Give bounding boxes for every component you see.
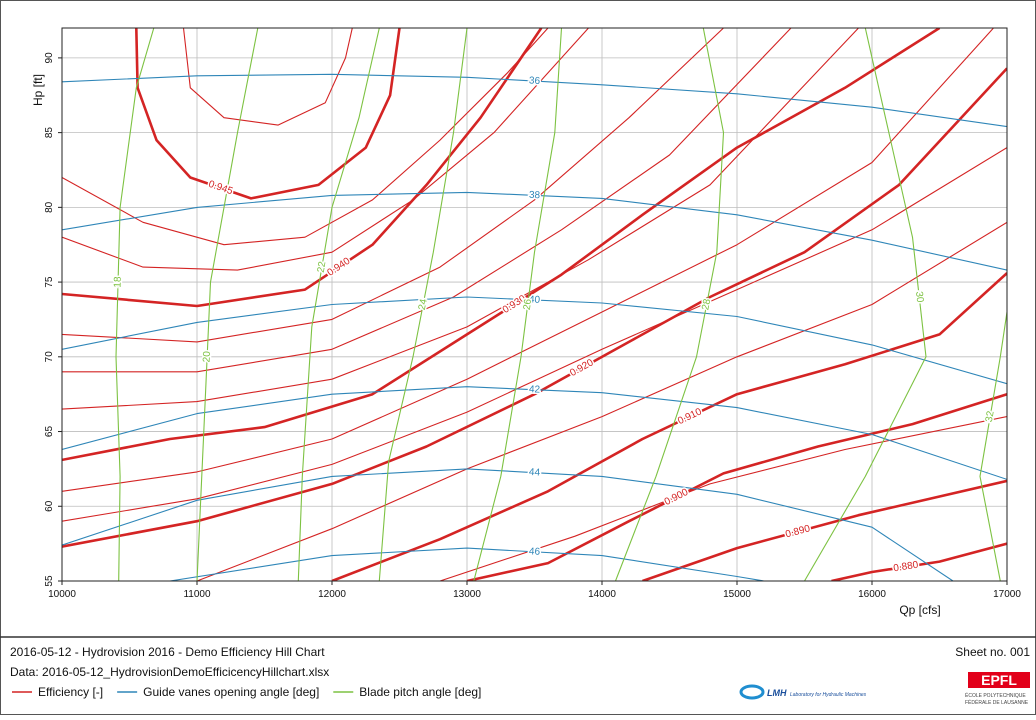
contour-label: 26 <box>522 298 534 311</box>
school-name-1: ÉCOLE POLYTECHNIQUE <box>965 692 1026 699</box>
x-axis-label: Qp [cfs] <box>899 603 940 617</box>
contour-line <box>378 28 468 581</box>
legend-label: Efficiency [-] <box>38 685 103 699</box>
contour-line <box>979 311 1007 581</box>
contour-label: 22 <box>316 260 329 273</box>
sheet-number: Sheet no. 001 <box>955 645 1030 659</box>
y-tick-label: 65 <box>44 426 55 438</box>
school-logo: EPFL ÉCOLE POLYTECHNIQUE FÉDÉRALE DE LAU… <box>965 672 1030 706</box>
y-tick-label: 70 <box>44 351 55 363</box>
footer-title: 2016-05-12 - Hydrovision 2016 - Demo Eff… <box>10 645 325 659</box>
plot-frame <box>61 27 1008 582</box>
y-tick-label: 85 <box>44 127 55 139</box>
contour-line <box>804 28 927 581</box>
legend-label: Blade pitch angle [deg] <box>359 685 481 699</box>
contour-line <box>62 28 941 462</box>
contour-line <box>62 28 994 492</box>
school-logo-text: EPFL <box>981 672 1017 688</box>
contour-line <box>62 28 549 246</box>
contour-line <box>182 28 353 126</box>
contour-line <box>62 28 589 271</box>
lab-logo-text: LMH <box>767 688 787 698</box>
contour-line <box>62 386 1007 480</box>
contour-label: 44 <box>529 467 541 479</box>
contour-label: 42 <box>529 384 541 395</box>
contour-line <box>62 28 724 343</box>
contour-line <box>62 296 1007 385</box>
legend: Efficiency [-] Guide vanes opening angle … <box>12 685 481 699</box>
contour-label: 38 <box>529 190 541 201</box>
footer-data-file: Data: 2016-05-12_HydrovisionDemoEfficice… <box>10 665 329 679</box>
lab-logo: LMH Laboratory for Hydraulic Machines <box>739 684 867 700</box>
contour-label: 24 <box>417 298 430 311</box>
y-tick-label: 60 <box>44 500 55 512</box>
contours <box>62 28 1007 581</box>
x-tick-label: 12000 <box>318 589 346 600</box>
contour-line <box>473 28 563 581</box>
contour-label: 32 <box>984 410 997 423</box>
contour-line <box>135 28 401 200</box>
contour-line <box>62 191 1007 271</box>
contour-label: 46 <box>529 546 541 558</box>
x-tick-label: 11000 <box>183 589 211 600</box>
contour-label: 28 <box>700 298 713 311</box>
legend-label: Guide vanes opening angle [deg] <box>143 685 319 699</box>
y-tick-label: 80 <box>44 201 55 213</box>
school-name-2: FÉDÉRALE DE LAUSANNE <box>965 699 1029 706</box>
contour-line <box>62 147 1007 522</box>
school-logo-box <box>968 672 1030 688</box>
contour-line <box>62 28 792 373</box>
contour-line <box>62 28 543 308</box>
x-tick-label: 17000 <box>993 589 1021 600</box>
contour-line <box>169 547 765 581</box>
y-axis-label: Hp [ft] <box>31 74 45 106</box>
contour-line <box>614 28 725 581</box>
contour-line <box>62 67 1007 548</box>
contour-line <box>466 392 1007 581</box>
contour-line <box>62 73 1007 128</box>
contour-line <box>642 479 1007 581</box>
contour-line <box>831 542 1007 581</box>
y-tick-label: 55 <box>44 575 55 587</box>
contour-line <box>196 221 1007 581</box>
x-tick-label: 13000 <box>453 589 481 600</box>
y-tick-label: 90 <box>44 52 55 64</box>
contour-line <box>115 28 155 581</box>
contour-label: 40 <box>529 294 541 305</box>
contour-label: 30 <box>913 291 925 304</box>
contour-line <box>62 468 954 581</box>
x-tick-label: 15000 <box>723 589 751 600</box>
x-tick-label: 10000 <box>48 589 76 600</box>
x-tick-label: 14000 <box>588 589 616 600</box>
contour-label: 36 <box>529 75 541 87</box>
contour-label: 18 <box>112 276 123 288</box>
x-tick-label: 16000 <box>858 589 886 600</box>
contour-line <box>62 28 859 410</box>
lab-logo-mark <box>739 684 765 700</box>
lab-name: Laboratory for Hydraulic Machines <box>790 692 867 698</box>
y-tick-label: 75 <box>44 276 55 288</box>
contour-label: 20 <box>201 351 213 363</box>
contour-line <box>196 28 259 581</box>
contour-line <box>297 28 380 581</box>
